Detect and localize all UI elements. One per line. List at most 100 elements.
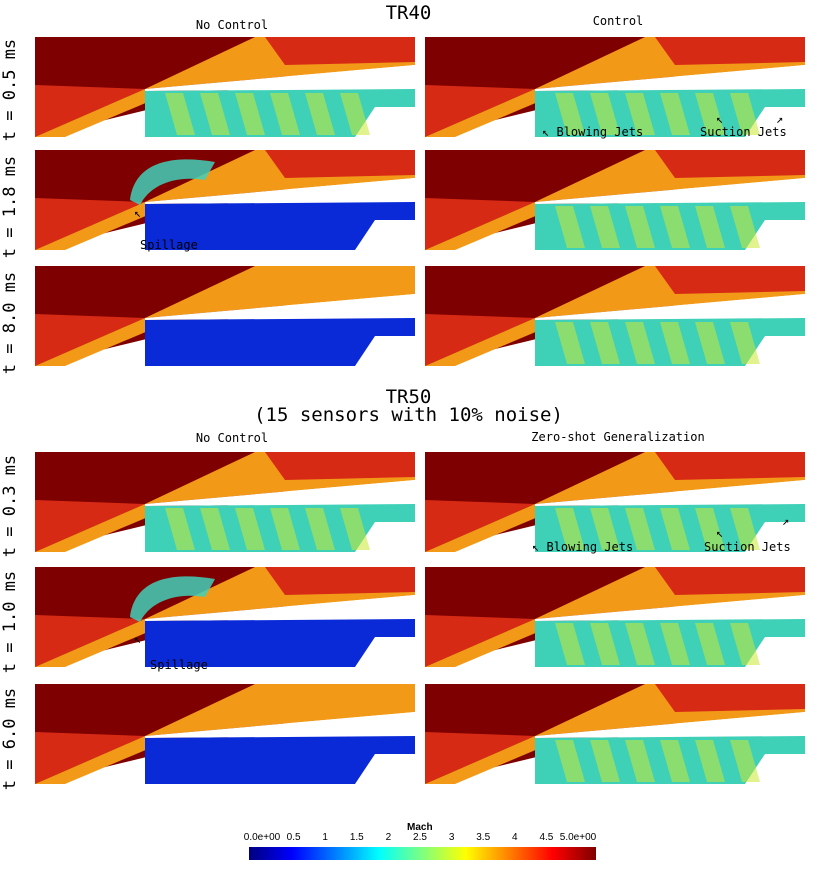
flow-panel xyxy=(35,684,415,784)
post-shock-region xyxy=(425,89,545,137)
row-label-tr40-3: t = 8.0 ms xyxy=(0,271,20,375)
shock-train xyxy=(590,93,620,135)
shock-train xyxy=(660,322,690,364)
annot-blowing-jets-tr40: ↖ Blowing Jets xyxy=(542,125,643,139)
shock-train xyxy=(730,322,760,364)
shock-train xyxy=(625,740,655,782)
post-shock-region xyxy=(425,736,545,784)
upper-freestream-band xyxy=(265,266,415,294)
isolator-channel xyxy=(145,202,415,250)
colorbar-tick-label: 5.0e+00 xyxy=(559,832,597,843)
upper-freestream-band xyxy=(655,684,805,712)
ramp-shock-region xyxy=(425,732,535,784)
ramp-shock-region xyxy=(425,500,535,552)
shock-train xyxy=(695,93,725,135)
post-shock-region xyxy=(35,202,155,250)
shock-train xyxy=(695,322,725,364)
shock-train xyxy=(340,508,370,550)
ramp-shock-region xyxy=(425,615,535,667)
cowl-lip xyxy=(535,480,805,506)
shock-train xyxy=(270,93,300,135)
colorbar-tick-label: 3.5 xyxy=(476,832,491,843)
upper-freestream-band xyxy=(265,37,415,65)
colorbar xyxy=(249,847,596,860)
annot-blowing-label: Blowing Jets xyxy=(556,125,644,139)
mach-field xyxy=(35,266,415,366)
annot-spillage-tr40: Spillage xyxy=(140,238,198,252)
ramp-shock-region xyxy=(35,615,145,667)
shock-train xyxy=(305,93,335,135)
colorbar-tick-label: 1.5 xyxy=(349,832,364,843)
post-shock-region xyxy=(35,318,155,366)
row-label-tr40-2: t = 1.8 ms xyxy=(0,155,20,259)
shock-train xyxy=(625,93,655,135)
shock-train xyxy=(340,93,370,135)
shock-train xyxy=(625,508,655,550)
shock-train xyxy=(270,508,300,550)
row-label-tr50-2: t = 1.0 ms xyxy=(0,570,20,674)
upper-freestream-band xyxy=(265,452,415,480)
colorbar-tick-label: 2.5 xyxy=(413,832,427,843)
colorbar-tick-label: 4.5 xyxy=(539,832,554,843)
annot-suction-label: Suction Jets xyxy=(700,125,787,139)
flow-panel xyxy=(35,150,415,250)
upper-freestream-band xyxy=(655,266,805,294)
colorbar-tick-label: 2 xyxy=(385,832,392,843)
post-shock-region xyxy=(425,504,545,552)
upper-freestream-band xyxy=(265,150,415,178)
cowl-lip xyxy=(535,178,805,204)
upper-freestream-band xyxy=(655,150,805,178)
shock-train xyxy=(555,206,585,248)
shock-train xyxy=(660,623,690,665)
shock-train xyxy=(730,623,760,665)
shock-train xyxy=(555,623,585,665)
annot-spillage-tr50: Spillage xyxy=(150,658,208,672)
spillage-bow xyxy=(130,576,215,622)
isolator-channel xyxy=(145,318,415,366)
cowl-lip xyxy=(145,712,415,738)
annot-blowing-jets-tr50: ↖ Blowing Jets xyxy=(532,540,633,554)
shock-train xyxy=(730,508,760,550)
col-title-no-control-tr50: No Control xyxy=(195,431,269,445)
col-title-control-tr40: Control xyxy=(592,14,644,28)
flow-panel xyxy=(425,266,805,366)
flow-panel xyxy=(425,567,805,667)
shock-train xyxy=(660,206,690,248)
flow-panel xyxy=(35,37,415,137)
annot-blowing-label: Blowing Jets xyxy=(546,540,634,554)
arrow-icon: ↗ xyxy=(776,112,784,126)
flow-panel xyxy=(425,150,805,250)
flow-panel xyxy=(425,37,805,137)
upper-freestream-band xyxy=(655,37,805,65)
cowl-lip xyxy=(145,480,415,506)
cowl-lip xyxy=(145,595,415,621)
ramp-shock-region xyxy=(425,85,535,137)
post-shock-region xyxy=(35,89,155,137)
upper-freestream-band xyxy=(265,684,415,712)
arrow-icon: ↖ xyxy=(716,526,724,540)
mach-field xyxy=(425,452,805,552)
ramp-shock-region xyxy=(425,314,535,366)
shock-train xyxy=(730,93,760,135)
post-shock-region xyxy=(35,619,155,667)
colorbar-tick-label: 0.0e+00 xyxy=(243,832,281,843)
shock-train xyxy=(695,623,725,665)
mach-field xyxy=(35,37,415,137)
flow-panel xyxy=(35,266,415,366)
ramp-shock-region xyxy=(35,732,145,784)
row-label-tr50-1: t = 0.3 ms xyxy=(0,454,20,558)
flow-panel xyxy=(35,452,415,552)
mach-field xyxy=(35,150,415,250)
annot-suction-label: Suction Jets xyxy=(704,540,791,554)
mach-field xyxy=(425,567,805,667)
arrow-icon: ↖ xyxy=(542,125,550,139)
colorbar-tick-label: 3 xyxy=(448,832,455,843)
row-label-tr40-1: t = 0.5 ms xyxy=(0,38,20,142)
annot-spillage-label: Spillage xyxy=(140,238,198,252)
shock-train xyxy=(730,740,760,782)
row-label-tr50-3: t = 6.0 ms xyxy=(0,687,20,791)
colorbar-tick-label: 1 xyxy=(322,832,328,843)
mach-field xyxy=(425,37,805,137)
shock-train xyxy=(555,508,585,550)
shock-train xyxy=(200,508,230,550)
